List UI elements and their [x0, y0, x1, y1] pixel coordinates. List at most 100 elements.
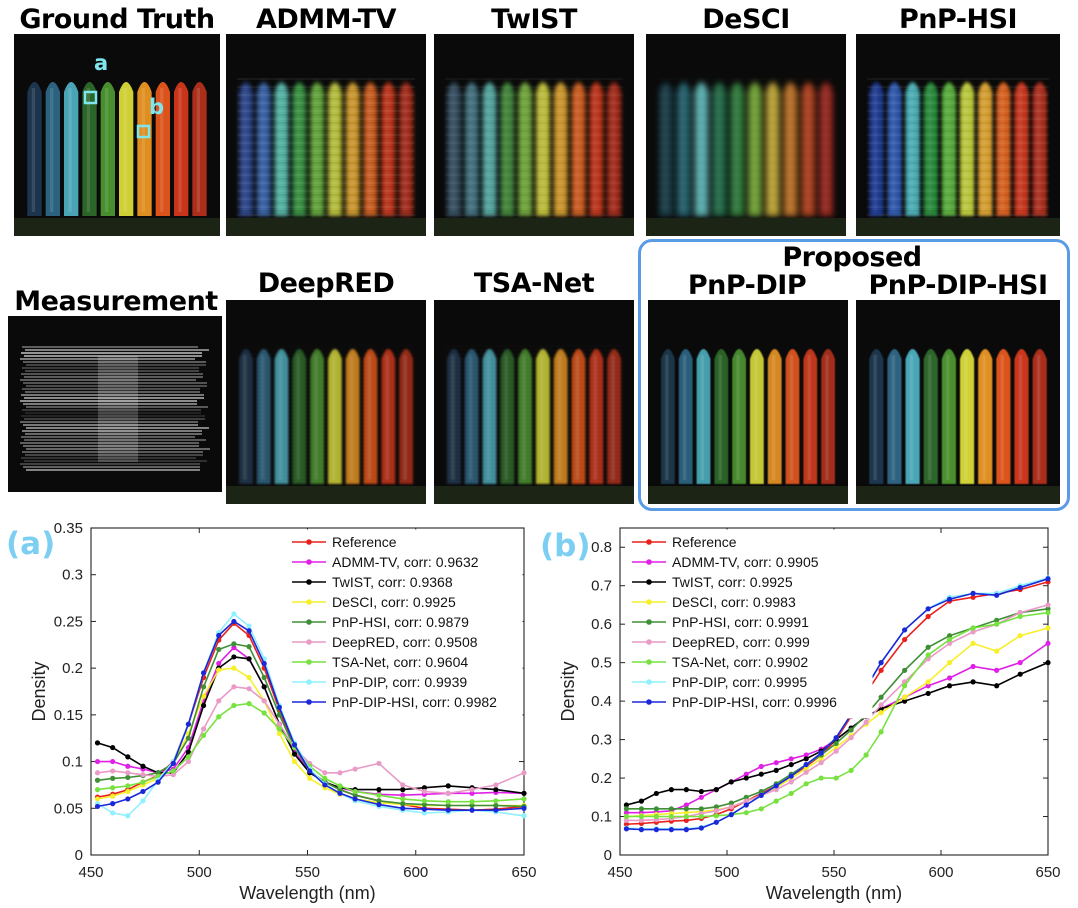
data-point-twist	[638, 798, 644, 804]
data-point-tsa-net	[376, 792, 382, 798]
data-point-deepred	[713, 808, 719, 814]
data-point-pnp-hsi	[231, 641, 237, 647]
legend-entry: DeepRED, corr: 0.999	[672, 634, 810, 650]
data-point-twist	[713, 787, 719, 793]
data-point-pnp-dip-hsi	[421, 806, 428, 812]
data-point-pnp-dip-hsi	[231, 618, 237, 625]
legend-entry: PnP-DIP-HSI, corr: 0.9982	[332, 694, 497, 710]
data-point-pnp-dip-hsi	[400, 805, 406, 811]
data-point-pnp-dip	[246, 623, 252, 629]
data-point-twist	[185, 749, 192, 755]
data-point-pnp-dip-hsi	[521, 805, 527, 811]
data-point-deepred	[322, 770, 328, 776]
data-point-admm-tv	[231, 644, 237, 651]
data-point-admm-tv	[788, 756, 794, 762]
data-point-twist	[140, 763, 146, 769]
y-tick-label: 0.1	[591, 809, 612, 826]
y-axis-label: Density	[29, 661, 49, 721]
data-point-deepred	[246, 686, 252, 692]
tsa-net-image	[434, 300, 634, 504]
data-point-tsa-net	[653, 813, 659, 820]
data-point-tsa-net	[216, 714, 222, 720]
data-point-pnp-hsi	[110, 775, 116, 781]
data-point-desci	[833, 744, 839, 750]
data-point-twist	[246, 656, 252, 662]
ground-truth-title: Ground Truth	[19, 4, 215, 35]
measurement-image	[8, 316, 222, 492]
data-point-admm-tv	[1017, 660, 1023, 666]
legend-marker	[646, 639, 652, 645]
legend-marker	[646, 679, 652, 685]
data-point-pnp-hsi	[400, 801, 406, 807]
data-point-pnp-dip-hsi	[1045, 576, 1051, 582]
deepred-image	[226, 300, 426, 504]
data-point-admm-tv	[110, 758, 116, 765]
x-tick-label: 650	[511, 864, 536, 881]
data-point-tsa-net	[400, 796, 406, 802]
data-point-twist	[445, 783, 451, 789]
data-point-pnp-dip	[521, 813, 527, 819]
data-point-pnp-dip-hsi	[469, 807, 475, 813]
y-tick-label: 0.15	[54, 707, 83, 724]
ground-truth-image	[14, 34, 220, 236]
data-point-tsa-net	[170, 768, 176, 774]
data-point-pnp-dip-hsi	[994, 592, 1000, 598]
data-point-tsa-net	[773, 798, 779, 804]
data-point-deepred	[946, 640, 953, 647]
legend-entry: PnP-HSI, corr: 0.9879	[332, 614, 469, 630]
data-point-desci	[307, 775, 313, 781]
data-point-desci	[925, 679, 931, 685]
data-point-desci	[216, 667, 222, 673]
data-point-pnp-dip-hsi	[140, 788, 146, 795]
data-point-pnp-dip-hsi	[200, 670, 207, 676]
data-point-pnp-dip	[421, 810, 428, 816]
pnp-dip-hsi-image	[856, 300, 1060, 504]
data-point-tsa-net	[94, 787, 101, 793]
legend-entry: TSA-Net, corr: 0.9604	[332, 654, 468, 670]
y-tick-label: 0	[75, 847, 83, 864]
data-point-tsa-net	[925, 652, 931, 658]
data-point-tsa-net	[788, 790, 794, 797]
data-point-desci	[291, 758, 298, 765]
data-point-twist	[970, 679, 976, 685]
data-point-deepred	[970, 629, 976, 635]
y-tick-label: 0.3	[62, 567, 83, 584]
legend-marker	[306, 599, 312, 605]
data-point-pnp-hsi	[445, 802, 451, 809]
data-point-twist	[231, 654, 237, 660]
data-point-tsa-net	[246, 701, 252, 707]
y-tick-label: 0.2	[591, 770, 612, 787]
twist-title: TwIST	[491, 4, 577, 35]
data-point-pnp-hsi	[653, 806, 659, 812]
data-point-twist	[668, 787, 674, 793]
data-point-desci	[803, 765, 809, 772]
pnp-dip-hsi-title: PnP-DIP-HSI	[868, 270, 1048, 301]
data-point-admm-tv	[803, 752, 809, 758]
data-point-tsa-net	[848, 767, 854, 773]
data-point-pnp-dip	[110, 810, 116, 816]
data-point-pnp-hsi	[758, 788, 764, 795]
data-point-pnp-hsi	[216, 646, 222, 653]
data-point-pnp-dip-hsi	[970, 590, 976, 596]
data-point-pnp-hsi	[683, 806, 689, 812]
y-tick-label: 0	[604, 847, 612, 864]
data-point-desci	[94, 796, 101, 802]
data-point-pnp-dip-hsi	[668, 827, 674, 833]
pnp-dip-title: PnP-DIP	[687, 270, 807, 301]
data-point-deepred	[94, 770, 101, 776]
data-point-deepred	[521, 770, 527, 776]
data-point-pnp-hsi	[352, 792, 358, 798]
data-point-tsa-net	[683, 813, 689, 820]
data-point-pnp-dip-hsi	[376, 801, 382, 808]
data-point-desci	[946, 660, 953, 666]
data-point-admm-tv	[743, 771, 749, 777]
data-point-twist	[803, 756, 809, 762]
legend-marker	[646, 579, 652, 585]
data-point-deepred	[788, 779, 794, 785]
data-point-tsa-net	[1045, 610, 1051, 616]
data-point-pnp-dip-hsi	[946, 596, 953, 602]
data-point-desci	[1045, 625, 1051, 631]
data-point-deepred	[848, 735, 854, 741]
data-point-twist	[994, 683, 1000, 689]
data-point-pnp-dip-hsi	[833, 735, 839, 741]
